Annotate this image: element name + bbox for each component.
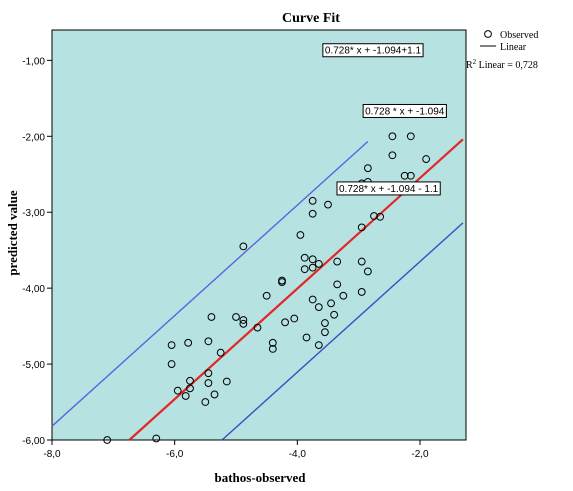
data-point xyxy=(186,384,194,393)
legend-r2-text: Linear = 0,728 xyxy=(476,60,538,71)
data-point xyxy=(167,341,176,349)
data-point xyxy=(422,155,431,163)
x-tick-label: -8,0 xyxy=(43,449,61,460)
data-point xyxy=(363,164,372,173)
equation-text: 0.728* x + -1.094+1.1 xyxy=(325,46,422,57)
data-point xyxy=(239,242,248,251)
data-point xyxy=(321,328,329,337)
data-point xyxy=(181,392,190,400)
data-point xyxy=(204,337,213,346)
y-tick-label: -4,00 xyxy=(22,284,45,295)
data-point xyxy=(400,171,409,180)
data-point xyxy=(357,288,366,296)
data-point xyxy=(376,212,385,221)
equation-label: 0.728 * x + -1.094 xyxy=(362,103,447,118)
data-point xyxy=(253,323,262,332)
y-tick-label: -6,00 xyxy=(22,436,45,447)
data-point xyxy=(333,257,342,266)
data-point xyxy=(308,196,317,205)
data-point xyxy=(204,369,213,378)
data-point xyxy=(308,209,317,218)
data-point xyxy=(239,319,248,328)
data-point xyxy=(388,151,397,160)
data-point xyxy=(308,295,317,304)
data-point xyxy=(296,231,305,239)
equation-label: 0.728* x + -1.094 - 1.1 xyxy=(336,181,441,196)
data-point xyxy=(216,348,225,357)
data-point xyxy=(370,212,378,220)
data-point xyxy=(357,223,366,232)
y-tick-label: -2,00 xyxy=(22,132,45,143)
y-tick-label: -1,00 xyxy=(22,56,45,67)
data-point xyxy=(363,267,372,276)
data-point xyxy=(268,344,277,353)
data-point xyxy=(314,341,323,349)
y-tick-label: -5,00 xyxy=(22,360,45,371)
data-point xyxy=(388,132,397,141)
data-point xyxy=(327,299,335,308)
data-point xyxy=(262,291,271,300)
data-point xyxy=(152,434,161,443)
data-point xyxy=(321,319,329,327)
data-point xyxy=(281,318,289,327)
observed-points xyxy=(103,132,431,444)
x-tick-label: -4,0 xyxy=(289,449,307,460)
data-point xyxy=(300,265,309,274)
legend: Observed Linear R2 Linear = 0,728 xyxy=(466,30,538,71)
data-point xyxy=(314,303,323,312)
data-point xyxy=(222,377,231,386)
legend-r2-superscript: 2 xyxy=(473,58,477,66)
data-point xyxy=(232,313,240,321)
x-tick-label: -2,0 xyxy=(411,449,429,460)
data-point xyxy=(103,436,112,444)
equation-box xyxy=(336,181,441,196)
legend-r2-label: R xyxy=(466,60,473,71)
data-point xyxy=(204,379,213,387)
data-point xyxy=(167,360,176,368)
legend-r2: R2 Linear = 0,728 xyxy=(466,58,538,71)
data-point xyxy=(302,333,311,342)
fit-line-upper xyxy=(51,141,369,427)
y-tick-label: -3,00 xyxy=(22,208,45,219)
y-axis-label: predicted value xyxy=(5,190,20,276)
data-point xyxy=(278,276,286,285)
data-point xyxy=(186,376,194,385)
legend-observed-marker xyxy=(484,30,492,38)
y-axis: -6,00 -5,00 -4,00 -3,00 -2,00 -1,00 xyxy=(22,56,52,447)
legend-observed-label: Observed xyxy=(500,30,538,41)
data-point xyxy=(308,263,317,272)
data-point xyxy=(406,171,415,180)
equation-text: 0.728 * x + -1.094 xyxy=(365,106,445,117)
line-equations: 0.728* x + -1.094+1.1 0.728 * x + -1.094 0… xyxy=(322,43,447,196)
data-point xyxy=(339,291,348,300)
x-axis: -8,0 -6,0 -4,0 -2,0 xyxy=(43,440,429,460)
data-point xyxy=(201,398,210,406)
data-point xyxy=(207,313,216,321)
data-point xyxy=(314,259,323,268)
data-point xyxy=(330,310,339,319)
x-tick-label: -6,0 xyxy=(166,449,184,460)
data-point xyxy=(239,316,248,324)
chart-title: Curve Fit xyxy=(282,11,340,26)
data-point xyxy=(406,132,415,141)
data-point xyxy=(210,390,219,399)
data-point xyxy=(333,280,342,289)
data-point xyxy=(357,257,366,266)
data-point xyxy=(324,200,332,209)
equation-text: 0.728* x + -1.094 - 1.1 xyxy=(339,184,439,195)
data-point xyxy=(308,255,317,264)
data-point xyxy=(184,338,193,347)
data-point xyxy=(268,338,277,347)
x-axis-label: bathos-observed xyxy=(214,470,306,485)
data-point xyxy=(290,314,299,323)
fit-line-lower xyxy=(221,222,464,441)
equation-label: 0.728* x + -1.094+1.1 xyxy=(322,43,424,58)
equation-box xyxy=(322,43,424,58)
data-point xyxy=(173,386,182,395)
data-point xyxy=(300,253,309,262)
plot-area xyxy=(51,29,467,441)
legend-linear-label: Linear xyxy=(500,42,527,53)
equation-box xyxy=(362,103,447,118)
